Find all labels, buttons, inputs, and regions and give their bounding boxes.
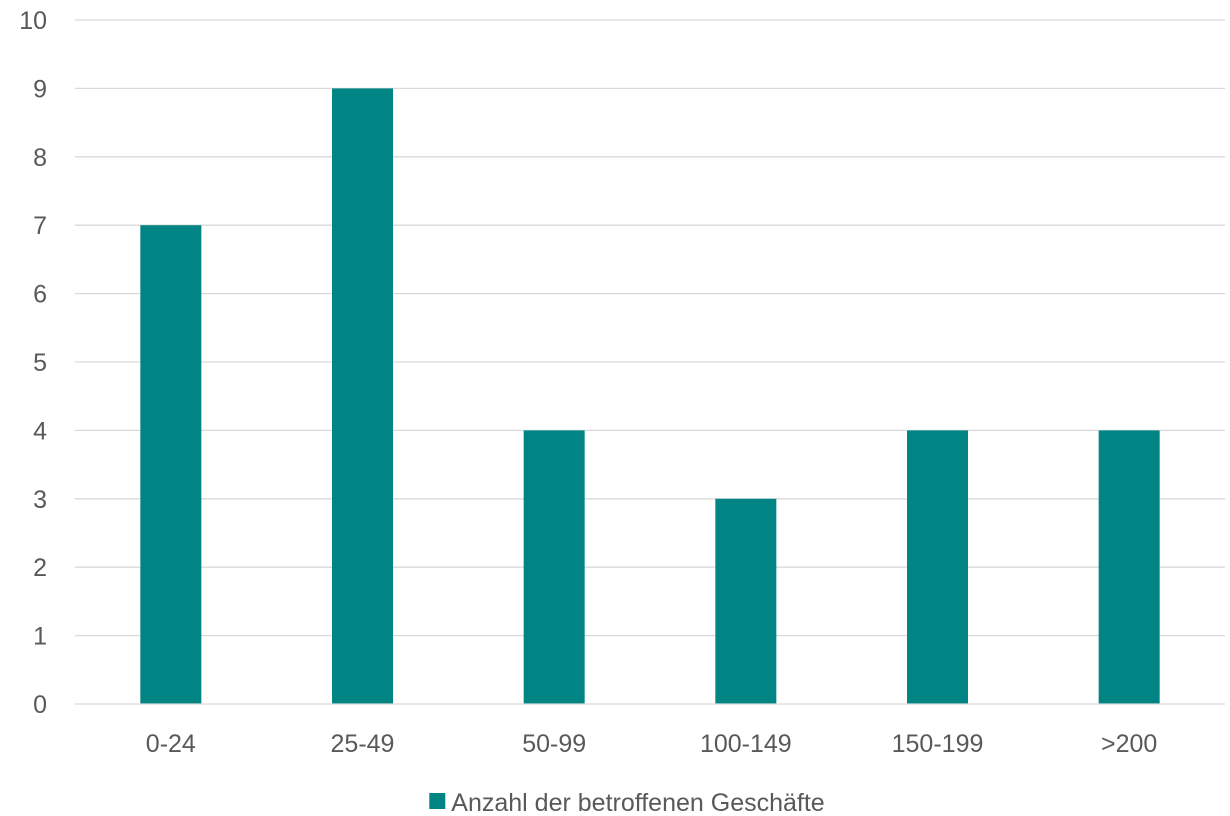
legend-label: Anzahl der betroffenen Geschäfte: [451, 789, 824, 816]
x-axis-tick-labels: 0-24 25-49 50-99 100-149 150-199 >200: [146, 730, 1158, 758]
y-axis-tick-labels: 0 1 2 3 4 5 6 7 8 9 10: [19, 7, 47, 719]
x-tick-label: >200: [1101, 730, 1157, 758]
y-tick-label: 9: [33, 75, 47, 103]
y-tick-label: 2: [33, 554, 47, 582]
bar-150-199: [907, 430, 968, 704]
y-tick-label: 3: [33, 486, 47, 514]
x-tick-label: 0-24: [146, 730, 196, 758]
x-tick-label: 150-199: [892, 730, 984, 758]
bar->200: [1098, 430, 1160, 704]
bar-0-24: [140, 225, 202, 704]
y-tick-label: 1: [33, 623, 47, 651]
legend-swatch: [429, 793, 446, 809]
x-tick-label: 25-49: [331, 730, 395, 758]
y-tick-label: 4: [33, 417, 47, 445]
bar-50-99: [523, 430, 585, 704]
y-tick-label: 6: [33, 281, 47, 309]
bar-100-149: [715, 498, 777, 704]
x-tick-label: 100-149: [700, 730, 792, 758]
x-tick-label: 50-99: [522, 730, 586, 758]
legend: Anzahl der betroffenen Geschäfte: [429, 789, 825, 816]
y-tick-label: 5: [33, 349, 47, 377]
bars: [140, 88, 1160, 704]
y-tick-label: 7: [33, 212, 47, 240]
y-tick-label: 10: [19, 7, 47, 35]
bar-25-49: [332, 88, 393, 704]
y-tick-label: 8: [33, 144, 47, 172]
grid-lines: [75, 19, 1225, 637]
y-tick-label: 0: [33, 691, 47, 719]
